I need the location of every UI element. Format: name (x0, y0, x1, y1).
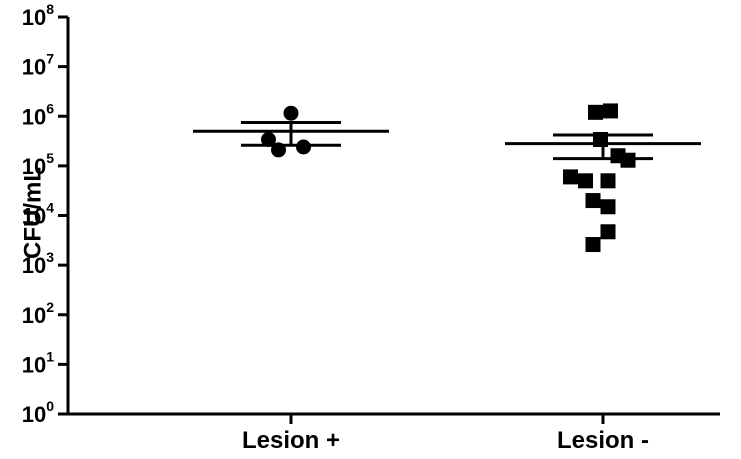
series-1 (193, 105, 389, 158)
axes (66, 17, 720, 416)
y-tick-exponent: 4 (46, 200, 54, 216)
y-tick-label: 100 (22, 398, 54, 427)
data-point-square (585, 193, 601, 209)
y-tick-label: 105 (22, 150, 54, 179)
data-point-square (563, 169, 578, 185)
y-axis-title: CFU/mL (19, 167, 46, 259)
data-point-circle (296, 139, 311, 155)
y-tick-base: 10 (22, 154, 46, 179)
data-point-circle (283, 105, 299, 121)
data-point-square (600, 224, 616, 240)
data-point-square (620, 152, 636, 168)
y-tick-exponent: 8 (46, 1, 54, 17)
data-point-circle (261, 132, 276, 148)
y-tick-exponent: 1 (46, 348, 54, 364)
y-tick-label: 106 (22, 100, 54, 129)
y-tick-base: 10 (22, 352, 46, 377)
y-tick-label: 102 (22, 299, 54, 328)
y-tick-base: 10 (22, 402, 46, 427)
x-category-label: Lesion + (242, 427, 340, 454)
series-2 (505, 103, 701, 253)
data-point-square (603, 103, 618, 119)
y-tick-exponent: 5 (46, 150, 54, 166)
x-ticks: Lesion + Lesion - (242, 414, 649, 454)
y-tick-base: 10 (22, 253, 46, 278)
y-tick-base: 10 (22, 5, 46, 30)
y-tick-label: 104 (22, 200, 54, 229)
y-tick-label: 103 (22, 249, 54, 278)
y-tick-label: 101 (22, 348, 54, 377)
data-point-square (600, 173, 616, 189)
data-marks (193, 103, 701, 253)
y-tick-label: 107 (22, 51, 54, 80)
data-point-square (588, 104, 603, 120)
data-point-square (578, 173, 593, 189)
y-tick-base: 10 (22, 104, 46, 129)
y-tick-base: 10 (22, 204, 46, 229)
data-point-square (585, 237, 601, 253)
data-point-square (600, 199, 616, 215)
y-tick-base: 10 (22, 303, 46, 328)
y-tick-label: 108 (22, 1, 54, 30)
y-tick-exponent: 0 (46, 398, 54, 414)
x-category-label: Lesion - (557, 427, 649, 454)
y-tick-exponent: 7 (46, 51, 54, 67)
y-tick-base: 10 (22, 55, 46, 80)
y-tick-exponent: 3 (46, 249, 54, 265)
y-tick-exponent: 6 (46, 100, 54, 116)
y-tick-exponent: 2 (46, 299, 54, 315)
